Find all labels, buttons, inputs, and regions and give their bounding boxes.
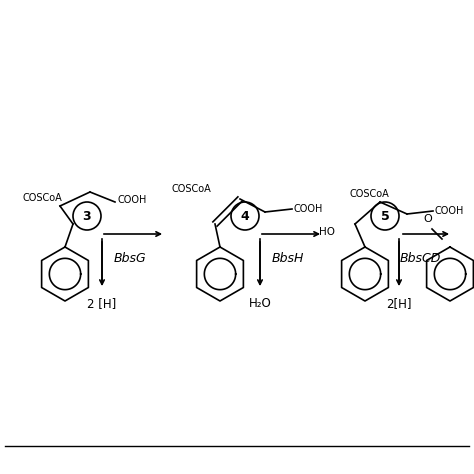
Text: BbsH: BbsH	[272, 252, 304, 265]
Text: 2 [H]: 2 [H]	[87, 297, 117, 310]
Text: COSCoA: COSCoA	[172, 184, 212, 194]
Text: BbsCD: BbsCD	[400, 252, 441, 265]
Text: 4: 4	[241, 210, 249, 222]
Text: 3: 3	[82, 210, 91, 222]
Text: COOH: COOH	[294, 204, 323, 214]
Text: H₂O: H₂O	[249, 297, 272, 310]
Text: 2[H]: 2[H]	[386, 297, 412, 310]
Text: COOH: COOH	[435, 206, 465, 216]
Text: O: O	[424, 214, 432, 224]
Text: HO: HO	[319, 227, 335, 237]
Text: COSCoA: COSCoA	[350, 189, 390, 199]
Text: 5: 5	[381, 210, 389, 222]
Text: COSCoA: COSCoA	[22, 193, 62, 203]
Text: BbsG: BbsG	[114, 252, 146, 265]
Text: COOH: COOH	[118, 195, 147, 205]
